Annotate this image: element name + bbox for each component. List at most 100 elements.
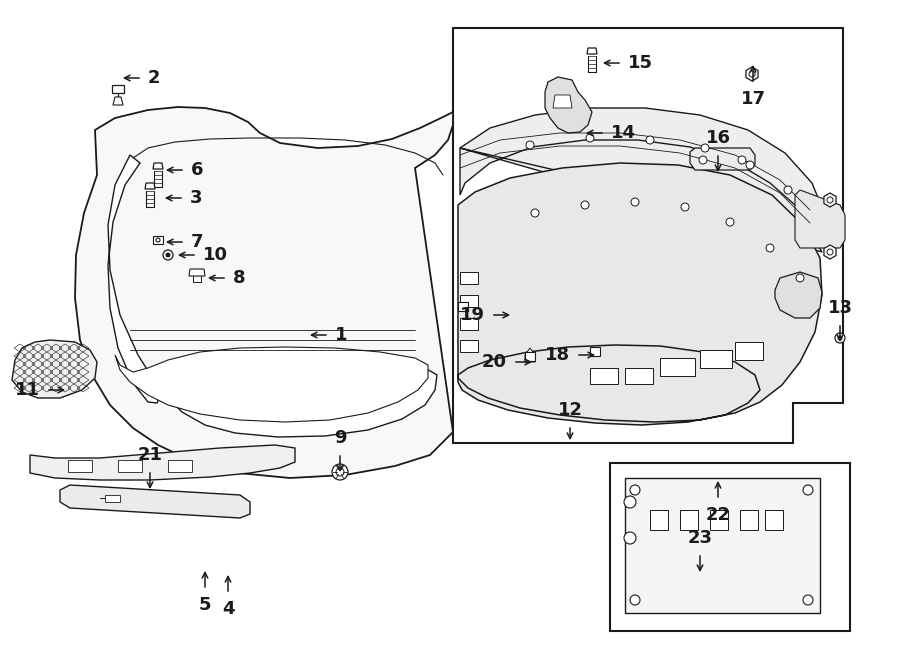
Circle shape	[163, 250, 173, 260]
Polygon shape	[460, 295, 478, 307]
Polygon shape	[590, 368, 618, 384]
Text: 18: 18	[544, 346, 570, 364]
Circle shape	[156, 238, 160, 242]
Circle shape	[749, 71, 755, 77]
Circle shape	[738, 156, 746, 164]
Polygon shape	[460, 108, 825, 252]
Circle shape	[827, 197, 833, 203]
Polygon shape	[189, 269, 205, 276]
Polygon shape	[710, 510, 728, 530]
Circle shape	[336, 468, 344, 476]
Polygon shape	[113, 97, 123, 105]
Circle shape	[581, 201, 589, 209]
Polygon shape	[153, 163, 163, 169]
Polygon shape	[30, 445, 295, 480]
Circle shape	[531, 209, 539, 217]
Text: 21: 21	[138, 446, 163, 464]
Polygon shape	[75, 107, 453, 478]
Text: 19: 19	[460, 306, 485, 324]
Text: 10: 10	[203, 246, 228, 264]
Text: 16: 16	[706, 129, 731, 147]
Polygon shape	[700, 350, 732, 368]
Polygon shape	[460, 318, 478, 330]
Polygon shape	[610, 463, 850, 631]
Text: 22: 22	[706, 506, 731, 524]
Polygon shape	[460, 340, 478, 352]
Polygon shape	[168, 460, 192, 472]
Text: 6: 6	[191, 161, 203, 179]
Polygon shape	[590, 347, 600, 356]
Circle shape	[526, 141, 534, 149]
Polygon shape	[458, 302, 468, 311]
Polygon shape	[690, 148, 755, 170]
Circle shape	[838, 336, 842, 340]
Polygon shape	[824, 193, 836, 207]
Text: 2: 2	[148, 69, 160, 87]
Text: 11: 11	[15, 381, 40, 399]
Circle shape	[766, 244, 774, 252]
Polygon shape	[660, 358, 695, 376]
Text: 8: 8	[233, 269, 246, 287]
Circle shape	[803, 595, 813, 605]
Circle shape	[586, 134, 594, 142]
Circle shape	[624, 532, 636, 544]
Circle shape	[726, 218, 734, 226]
Polygon shape	[153, 236, 163, 244]
Text: 1: 1	[335, 326, 347, 344]
Circle shape	[746, 161, 754, 169]
Text: 13: 13	[827, 299, 852, 317]
Polygon shape	[795, 190, 845, 248]
Circle shape	[630, 485, 640, 495]
Polygon shape	[525, 352, 535, 361]
Circle shape	[796, 274, 804, 282]
Text: 5: 5	[199, 596, 212, 614]
Polygon shape	[458, 163, 822, 425]
Circle shape	[630, 595, 640, 605]
Polygon shape	[650, 510, 668, 530]
Circle shape	[701, 144, 709, 152]
Text: 23: 23	[688, 529, 713, 547]
Polygon shape	[775, 272, 822, 318]
Text: 7: 7	[191, 233, 203, 251]
Text: 15: 15	[628, 54, 653, 72]
Circle shape	[631, 198, 639, 206]
Polygon shape	[112, 85, 124, 93]
Text: 12: 12	[557, 401, 582, 419]
Circle shape	[332, 464, 348, 480]
Polygon shape	[525, 348, 535, 362]
Polygon shape	[765, 510, 783, 530]
Circle shape	[681, 203, 689, 211]
Polygon shape	[460, 272, 478, 284]
Polygon shape	[145, 183, 155, 189]
Text: 3: 3	[190, 189, 203, 207]
Polygon shape	[60, 485, 250, 518]
Polygon shape	[453, 28, 843, 443]
Polygon shape	[118, 460, 142, 472]
Circle shape	[835, 333, 845, 343]
Circle shape	[646, 136, 654, 144]
Polygon shape	[108, 155, 437, 437]
Circle shape	[803, 485, 813, 495]
Text: 20: 20	[482, 353, 507, 371]
Text: 9: 9	[334, 429, 346, 447]
Polygon shape	[68, 460, 92, 472]
Polygon shape	[587, 48, 597, 54]
Polygon shape	[824, 245, 836, 259]
Polygon shape	[553, 95, 572, 108]
Text: 4: 4	[221, 600, 234, 618]
Polygon shape	[625, 368, 653, 384]
Polygon shape	[545, 77, 592, 133]
Text: 14: 14	[611, 124, 636, 142]
Polygon shape	[105, 495, 120, 502]
Text: 17: 17	[741, 90, 766, 108]
Circle shape	[166, 253, 170, 257]
Polygon shape	[680, 510, 698, 530]
Polygon shape	[746, 67, 758, 81]
Circle shape	[699, 156, 707, 164]
Polygon shape	[740, 510, 758, 530]
Circle shape	[827, 249, 833, 255]
Circle shape	[624, 496, 636, 508]
Polygon shape	[735, 342, 763, 360]
Polygon shape	[115, 347, 428, 422]
Polygon shape	[12, 340, 97, 398]
